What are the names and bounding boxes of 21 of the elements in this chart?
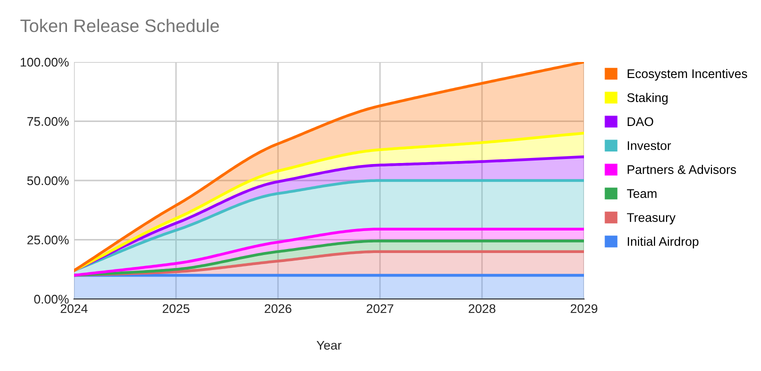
- legend-label: Team: [626, 189, 656, 198]
- legend-label: DAO: [628, 117, 654, 126]
- y-tick-label: 100.00%: [20, 58, 69, 67]
- legend-label: Ecosystem Incentives: [628, 68, 748, 81]
- y-tick-label: 75.00%: [27, 117, 69, 126]
- x-tick-label: 2024: [60, 304, 88, 314]
- legend-label: Staking: [627, 92, 668, 105]
- y-tick-label: 0.00%: [34, 294, 69, 304]
- y-tick-label: 50.00%: [27, 176, 69, 186]
- x-tick-label: 2025: [162, 304, 190, 314]
- x-tick-label: 2029: [570, 304, 598, 314]
- x-tick-label: 2027: [366, 304, 394, 314]
- legend-label: Treasury: [626, 213, 676, 224]
- y-tick-label: 25.00%: [27, 236, 69, 244]
- x-tick-label: 2026: [264, 304, 292, 314]
- chart-title: Token Release Schedule: [20, 18, 219, 32]
- legend-label: Initial Airdrop: [628, 236, 698, 248]
- legend-label: Investor: [628, 141, 671, 150]
- x-axis-title: Year: [316, 340, 342, 350]
- x-tick-label: 2028: [468, 304, 496, 314]
- legend-label: Partners & Advisors: [628, 164, 736, 174]
